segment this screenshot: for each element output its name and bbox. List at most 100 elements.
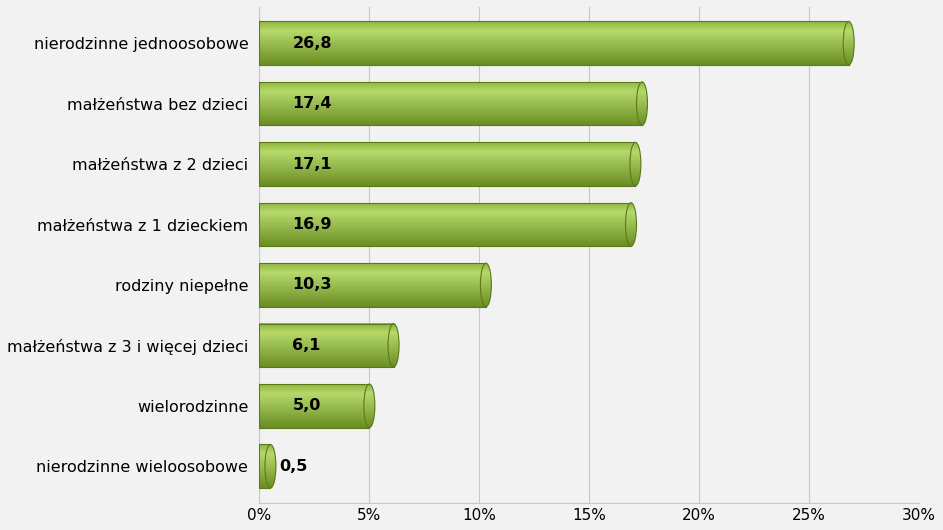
Bar	[259, 366, 393, 367]
Bar	[259, 274, 486, 275]
Bar	[259, 111, 642, 112]
Bar	[259, 337, 393, 338]
Bar	[259, 298, 486, 299]
Bar	[259, 160, 636, 161]
Bar	[259, 355, 393, 356]
Bar	[480, 286, 491, 287]
Bar	[630, 161, 641, 162]
Bar	[635, 142, 637, 143]
Bar	[259, 411, 370, 412]
Bar	[259, 306, 486, 307]
Bar	[259, 178, 636, 179]
Bar	[259, 402, 370, 403]
Text: 0,5: 0,5	[279, 459, 307, 474]
Bar	[259, 218, 631, 219]
Bar	[364, 398, 374, 399]
Bar	[259, 229, 631, 231]
Bar	[259, 446, 271, 447]
Bar	[482, 297, 490, 298]
Bar	[634, 184, 637, 185]
Bar	[389, 344, 399, 346]
Bar	[633, 182, 638, 183]
Bar	[265, 467, 276, 469]
Bar	[265, 464, 276, 465]
Bar	[630, 159, 641, 160]
Bar	[389, 329, 397, 330]
Text: 17,1: 17,1	[292, 156, 332, 172]
Bar	[365, 391, 373, 392]
Bar	[630, 156, 640, 157]
Bar	[483, 302, 489, 303]
Bar	[259, 35, 849, 36]
Bar	[259, 150, 636, 151]
Bar	[259, 460, 271, 461]
Bar	[480, 282, 491, 284]
Bar	[259, 105, 642, 107]
Bar	[267, 451, 274, 452]
Bar	[267, 483, 273, 484]
Bar	[259, 49, 849, 50]
Bar	[638, 85, 645, 86]
Bar	[259, 418, 370, 419]
Text: 5,0: 5,0	[292, 399, 321, 413]
Bar	[259, 209, 631, 210]
Bar	[846, 25, 852, 26]
Bar	[843, 48, 854, 49]
Bar	[627, 209, 635, 210]
Bar	[259, 221, 631, 222]
Bar	[481, 276, 491, 277]
Bar	[259, 23, 849, 24]
Bar	[259, 350, 393, 351]
Bar	[259, 336, 393, 337]
Bar	[637, 98, 647, 99]
Bar	[367, 425, 372, 426]
Bar	[259, 243, 631, 244]
Bar	[259, 394, 370, 395]
Bar	[259, 263, 486, 264]
Bar	[259, 115, 642, 116]
Bar	[368, 426, 372, 427]
Bar	[259, 143, 636, 144]
Bar	[366, 389, 373, 390]
Bar	[259, 298, 486, 299]
Bar	[259, 180, 636, 181]
Bar	[389, 361, 397, 362]
Bar	[637, 103, 648, 104]
Bar	[259, 26, 849, 27]
Bar	[259, 290, 486, 292]
Bar	[366, 390, 373, 391]
Bar	[390, 329, 397, 330]
Bar	[259, 474, 271, 475]
Bar	[259, 214, 631, 215]
Bar	[259, 281, 486, 282]
Bar	[389, 334, 398, 335]
Bar	[259, 404, 370, 405]
Bar	[365, 418, 373, 419]
Bar	[265, 457, 275, 458]
Bar	[259, 162, 636, 163]
Bar	[259, 230, 631, 231]
Bar	[268, 447, 273, 448]
Bar	[389, 352, 399, 354]
Bar	[843, 47, 854, 48]
Bar	[480, 284, 491, 285]
Bar	[389, 337, 399, 338]
Bar	[259, 413, 370, 414]
Bar	[259, 117, 642, 118]
Bar	[481, 296, 490, 297]
Bar	[269, 445, 273, 446]
Bar	[259, 296, 486, 297]
Bar	[259, 386, 370, 387]
Bar	[364, 405, 375, 406]
Bar	[259, 208, 631, 209]
Bar	[639, 84, 645, 85]
Bar	[259, 459, 271, 460]
Bar	[259, 144, 636, 145]
Bar	[259, 475, 271, 476]
Bar	[259, 483, 271, 484]
Bar	[266, 478, 275, 479]
Bar	[630, 202, 632, 204]
Bar	[482, 298, 490, 299]
Bar	[259, 417, 370, 418]
Bar	[481, 292, 491, 293]
